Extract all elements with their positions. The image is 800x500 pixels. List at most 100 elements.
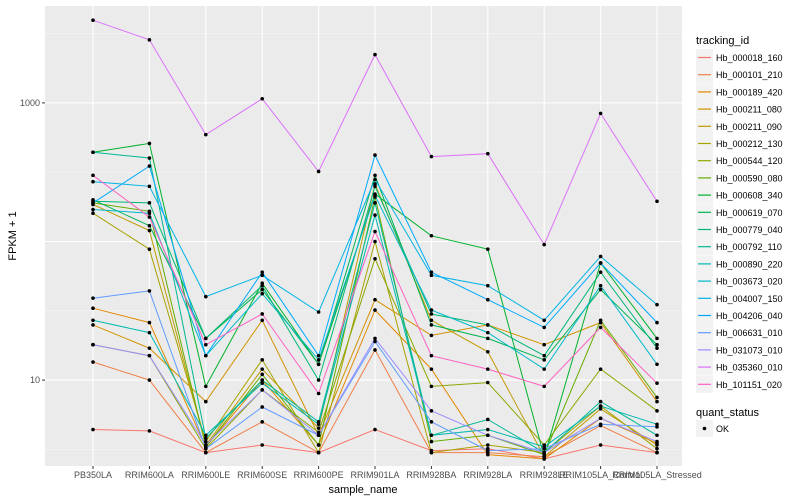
legend-label: Hb_031073_010 [716,345,783,355]
legend-item: Hb_000211_090 [696,117,782,135]
data-point [655,199,659,204]
legend-item: Hb_000608_340 [696,186,783,204]
data-point [655,381,659,385]
data-point [147,228,152,233]
data-point [655,433,659,438]
data-point [429,367,434,371]
data-point [316,450,321,455]
legend-label: Hb_000018_160 [716,53,783,63]
data-point [429,439,434,444]
data-point [486,367,490,371]
x-tick-label: RRIM928BA [406,470,456,480]
x-tick-label: RRIM901LA [350,470,399,480]
legend-label: Hb_000212_130 [716,139,783,149]
data-point [373,348,377,352]
legend-item: Hb_031073_010 [696,341,783,359]
data-point [542,325,546,330]
legend-label: Hb_000211_080 [716,105,782,115]
data-point [260,443,265,447]
data-point [260,378,265,382]
data-point [486,323,490,327]
data-point [147,346,152,350]
data-point [147,223,152,228]
data-point [429,273,434,278]
data-point [91,179,95,184]
data-point [486,427,490,432]
data-point [147,429,152,433]
data-point [316,358,321,362]
data-point [147,156,152,160]
data-point [316,426,321,430]
data-point [486,433,490,438]
legend-item: Hb_004007_150 [696,289,783,307]
x-tick-label: RRIM600LA [125,470,174,480]
data-point [91,150,95,155]
data-point [91,342,95,347]
legend-label: Hb_000619_070 [716,208,783,218]
legend-item: Hb_035360_010 [696,358,783,376]
data-point [91,201,95,205]
data-point [486,330,490,335]
legend-label: Hb_000211_090 [716,122,782,132]
y-axis: 10 1000 [20,98,45,385]
data-point [598,367,603,371]
data-point [147,38,152,42]
data-point [542,318,546,323]
data-point [373,201,377,205]
data-point [260,97,265,101]
data-point [147,215,152,219]
data-point [486,336,490,341]
legend-label: Hb_000544_120 [716,156,783,166]
data-point [486,283,490,288]
data-point [598,404,603,408]
data-point [429,312,434,316]
data-point [204,336,208,341]
data-point [204,439,208,444]
legend-item: Hb_000779_040 [696,221,783,238]
legend-label: Hb_000189_420 [716,87,783,97]
legend-item: Hb_003673_020 [696,272,783,290]
data-point [373,297,377,302]
data-point [655,320,659,325]
data-point [316,422,321,427]
data-point [598,422,603,427]
data-point [598,318,603,323]
data-point [429,384,434,389]
legend-item: Hb_000890_220 [696,255,783,273]
data-point [598,287,603,292]
legend-item: Hb_000212_130 [696,135,783,152]
data-point [373,153,377,157]
data-point [486,443,490,447]
legend: tracking_id Hb_000018_160Hb_000101_210Hb… [696,35,783,437]
data-point [429,308,434,312]
data-point [204,384,208,389]
legend-label: Hb_000101_210 [716,70,783,80]
data-point [260,405,265,409]
data-point [598,443,603,447]
data-point [91,173,95,178]
legend-item: Hb_000619_070 [696,203,783,221]
legend-item: Hb_101151_020 [696,375,782,393]
x-tick-label: RRIM600SE [237,470,287,480]
data-point [316,430,321,435]
data-point [542,358,546,362]
legend-label: Hb_003673_020 [716,277,783,287]
y-axis-title: FPKM + 1 [7,211,19,260]
legend-label: Hb_000890_220 [716,259,783,269]
data-point [260,283,265,288]
data-point [486,247,490,251]
data-point [204,132,208,137]
legend-item: Hb_000101_210 [696,66,783,84]
data-point [147,141,152,146]
data-point [204,353,208,358]
data-point [655,450,659,455]
data-point [542,454,546,459]
data-point [598,416,603,421]
data-point [260,358,265,362]
data-point [147,164,152,168]
data-point [260,372,265,377]
data-point [91,296,95,300]
legend-label: Hb_035360_010 [716,363,783,373]
data-point [316,362,321,367]
